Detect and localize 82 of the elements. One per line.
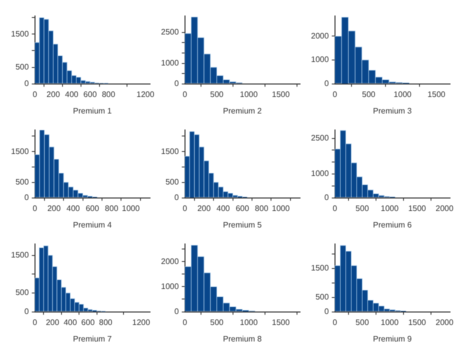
x-tick-label: 600 xyxy=(81,318,96,327)
y-tick-label: 0 xyxy=(324,307,330,316)
x-tick-label: 1500 xyxy=(428,90,446,99)
x-tick-label: 1500 xyxy=(408,204,427,213)
y-tick-label: 2500 xyxy=(161,28,180,37)
x-tick-label: 1000 xyxy=(380,204,400,213)
x-tick-label: 2000 xyxy=(436,204,454,213)
x-tick-label: 1000 xyxy=(122,204,140,213)
y-tick-label: 0 xyxy=(174,307,180,316)
x-tick-label: 1200 xyxy=(136,90,155,99)
y-tick-label: 1000 xyxy=(161,58,180,68)
x-tick-label: 0 xyxy=(332,318,338,327)
x-tick-label: 800 xyxy=(254,204,269,213)
y-tick-label: 1500 xyxy=(161,146,180,156)
y-tick-label: 500 xyxy=(15,178,30,187)
y-tick-label: 1000 xyxy=(311,169,330,178)
y-tick-label: 1500 xyxy=(311,264,330,273)
x-tick-label: 1000 xyxy=(272,204,290,213)
y-tick-label: 0 xyxy=(324,193,330,202)
y-tick-label: 1500 xyxy=(11,250,30,260)
y-tick-label: 500 xyxy=(15,62,30,72)
y-tick-label: 2000 xyxy=(311,31,330,40)
x-tick-label: 0 xyxy=(32,318,38,327)
y-tick-label: 2500 xyxy=(311,134,330,143)
y-tick-label: 500 xyxy=(315,292,330,302)
y-tick-label: 500 xyxy=(165,178,180,187)
x-tick-label: 0 xyxy=(332,90,338,99)
x-tick-label: 200 xyxy=(46,318,60,327)
y-tick-label: 1000 xyxy=(161,282,180,291)
x-tick-label: 1000 xyxy=(394,90,412,99)
x-tick-label: 600 xyxy=(83,90,98,99)
x-tick-label: 500 xyxy=(210,318,224,327)
x-tick-label: 0 xyxy=(332,204,338,213)
x-tick-label: 500 xyxy=(362,90,376,99)
x-tick-label: 800 xyxy=(102,90,116,99)
y-tick-label: 0 xyxy=(24,307,30,316)
x-axis-title: Premium 9 xyxy=(373,334,412,344)
y-tick-label: 0 xyxy=(174,193,180,202)
y-tick-label: 0 xyxy=(324,79,330,88)
x-tick-label: 400 xyxy=(64,90,79,99)
x-tick-label: 0 xyxy=(182,318,188,327)
y-tick-label: 1500 xyxy=(11,29,30,38)
x-axis-title: Premium 8 xyxy=(223,334,262,344)
x-tick-label: 500 xyxy=(356,204,370,213)
x-tick-label: 600 xyxy=(86,204,100,213)
x-tick-label: 400 xyxy=(66,204,80,213)
x-tick-label: 400 xyxy=(64,318,78,327)
x-tick-label: 1500 xyxy=(408,318,427,327)
x-axis-title: Premium 6 xyxy=(373,220,412,230)
x-tick-label: 1000 xyxy=(380,318,400,327)
y-tick-label: 0 xyxy=(24,193,30,202)
y-tick-label: 0 xyxy=(24,79,30,88)
y-tick-label: 500 xyxy=(15,288,30,298)
y-tick-label: 1000 xyxy=(311,55,330,64)
x-tick-label: 1000 xyxy=(240,90,258,99)
x-tick-label: 800 xyxy=(104,204,119,213)
x-tick-label: 800 xyxy=(99,318,113,327)
x-tick-label: 0 xyxy=(32,204,38,213)
y-tick-label: 0 xyxy=(174,79,180,88)
x-tick-label: 500 xyxy=(356,318,370,327)
x-tick-label: 600 xyxy=(236,204,250,213)
x-axis-title: Premium 7 xyxy=(73,334,112,344)
x-axis-title: Premium 4 xyxy=(73,220,112,230)
x-tick-label: 1500 xyxy=(272,90,290,99)
x-tick-label: 0 xyxy=(182,90,188,99)
x-axis-title: Premium 2 xyxy=(223,106,262,116)
x-axis-title: Premium 3 xyxy=(373,106,412,116)
x-tick-label: 500 xyxy=(210,90,224,99)
x-tick-label: 200 xyxy=(46,90,60,99)
x-tick-label: 0 xyxy=(182,204,188,213)
x-axis-title: Premium 5 xyxy=(223,220,262,230)
x-tick-label: 400 xyxy=(216,204,230,213)
x-tick-label: 1200 xyxy=(132,318,151,327)
y-tick-label: 1500 xyxy=(11,146,30,156)
x-tick-label: 200 xyxy=(47,204,62,213)
x-tick-label: 1500 xyxy=(272,318,290,327)
x-tick-label: 0 xyxy=(32,90,38,99)
x-tick-label: 2000 xyxy=(436,318,454,327)
y-tick-label: 2000 xyxy=(161,256,180,266)
x-tick-label: 1000 xyxy=(240,318,258,327)
x-axis-title: Premium 1 xyxy=(73,106,112,116)
x-tick-label: 200 xyxy=(197,204,212,213)
